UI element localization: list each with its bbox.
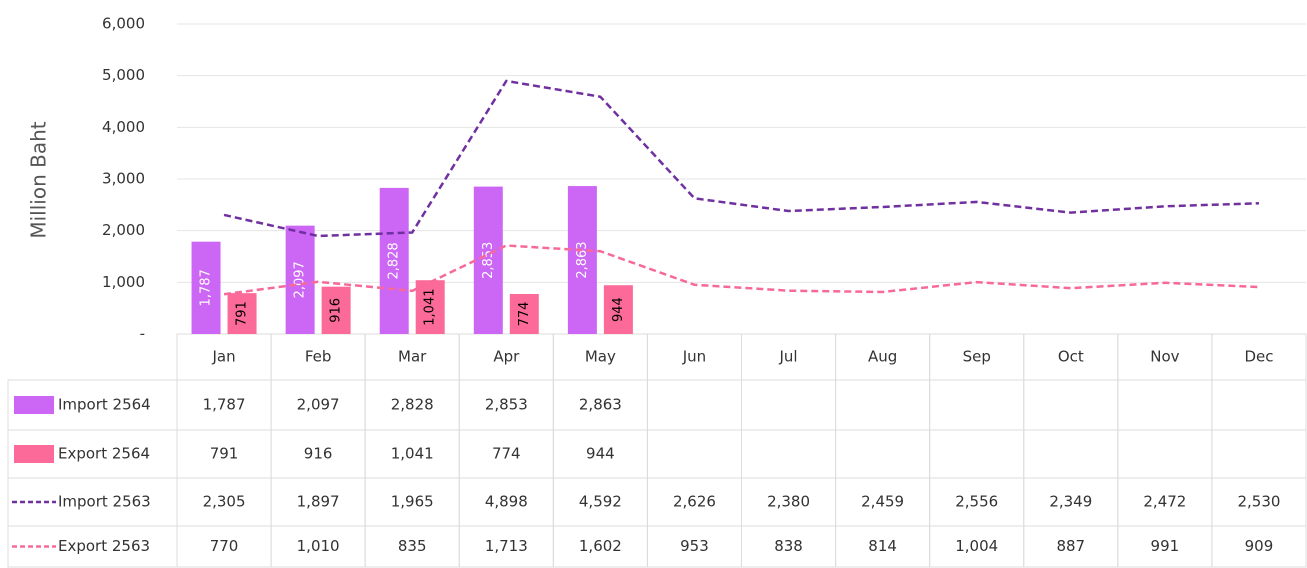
table-value: 2,853 [485, 396, 528, 414]
table-value: 1,041 [391, 445, 434, 463]
table-value: 774 [492, 445, 521, 463]
table-value: 4,592 [579, 493, 622, 511]
table-value: 2,626 [673, 493, 716, 511]
legend-swatch [14, 445, 54, 463]
table-value: 1,010 [297, 537, 340, 555]
x-tick-label: Feb [305, 348, 332, 366]
bar-value-label: 944 [611, 297, 626, 322]
x-tick-label: Jul [778, 348, 797, 366]
table-value: 953 [680, 537, 709, 555]
table-value: 2,472 [1143, 493, 1186, 511]
table-value: 1,787 [203, 396, 246, 414]
table-value: 1,713 [485, 537, 528, 555]
bar-value-label: 2,853 [481, 242, 496, 279]
table-value: 814 [868, 537, 897, 555]
table-value: 2,349 [1049, 493, 1092, 511]
table-cell [1211, 525, 1307, 568]
y-tick-label: 4,000 [102, 118, 145, 136]
table-cell [1023, 429, 1119, 479]
bar-value-label: 2,097 [293, 261, 308, 298]
legend-label: Export 2563 [58, 537, 150, 555]
table-value: 916 [304, 445, 333, 463]
table-cell [646, 429, 743, 479]
bar-value-label: 774 [517, 302, 532, 327]
table-cell [1023, 379, 1119, 431]
bar [285, 225, 315, 334]
table-cell [929, 379, 1025, 431]
bar [415, 280, 445, 334]
x-tick-label: Dec [1244, 348, 1273, 366]
x-tick-label: May [585, 348, 616, 366]
bar [567, 186, 597, 334]
table-value: 1,602 [579, 537, 622, 555]
bar [191, 241, 221, 334]
table-cell [741, 379, 837, 431]
bar [321, 286, 351, 334]
y-tick-label: 1,000 [102, 273, 145, 291]
bar [509, 294, 539, 334]
table-cell [1211, 429, 1307, 479]
table-value: 2,828 [391, 396, 434, 414]
table-value: 2,459 [861, 493, 904, 511]
x-tick-label: Jan [211, 348, 235, 366]
x-tick-label: Sep [963, 348, 991, 366]
table-value: 2,530 [1237, 493, 1280, 511]
y-tick-label: 3,000 [102, 170, 145, 188]
table-value: 2,097 [297, 396, 340, 414]
x-tick-label: Oct [1058, 348, 1084, 366]
legend-label: Export 2564 [58, 445, 150, 463]
bar [379, 187, 409, 334]
table-value: 1,897 [297, 493, 340, 511]
table-value: 2,305 [203, 493, 246, 511]
table-value: 2,863 [579, 396, 622, 414]
table-value: 4,898 [485, 493, 528, 511]
x-tick-label: Aug [868, 348, 897, 366]
table-cell [646, 379, 743, 431]
table-value: 944 [586, 445, 615, 463]
line [223, 244, 1260, 296]
bar-value-label: 1,787 [199, 269, 214, 306]
x-tick-label: Jun [682, 348, 706, 366]
y-axis-label: Million Baht [27, 121, 51, 238]
table-value: 2,556 [955, 493, 998, 511]
table-cell [1117, 429, 1213, 479]
y-tick-label: - [140, 325, 145, 343]
table-value: 791 [210, 445, 239, 463]
bar-value-label: 2,828 [387, 242, 402, 279]
table-value: 770 [210, 537, 239, 555]
x-tick-label: Mar [398, 348, 427, 366]
bar [227, 293, 257, 334]
x-tick-label: Nov [1150, 348, 1179, 366]
table-cell [741, 429, 837, 479]
legend-swatch [14, 396, 54, 414]
bar-value-label: 791 [235, 301, 250, 326]
legend-label: Import 2564 [58, 396, 151, 414]
y-tick-label: 2,000 [102, 221, 145, 239]
table-value: 887 [1056, 537, 1085, 555]
table-cell [835, 429, 931, 479]
legend-label: Import 2563 [58, 493, 151, 511]
bar [473, 186, 503, 334]
line [223, 79, 1259, 238]
x-tick-label: Apr [493, 348, 520, 366]
table-cell [835, 379, 931, 431]
table-value: 1,965 [391, 493, 434, 511]
table-cell [1211, 379, 1307, 431]
table-cell [1117, 379, 1213, 431]
table-value: 909 [1245, 537, 1274, 555]
table-cell [929, 429, 1025, 479]
bar-value-label: 2,863 [575, 241, 590, 278]
table-value: 838 [774, 537, 803, 555]
table-value: 1,004 [955, 537, 998, 555]
table-value: 991 [1151, 537, 1180, 555]
bar [603, 285, 633, 334]
bar-value-label: 916 [329, 298, 344, 323]
table-value: 2,380 [767, 493, 810, 511]
y-tick-label: 6,000 [102, 15, 145, 33]
bar-value-label: 1,041 [423, 288, 438, 325]
table-value: 835 [398, 537, 427, 555]
y-tick-label: 5,000 [102, 66, 145, 84]
